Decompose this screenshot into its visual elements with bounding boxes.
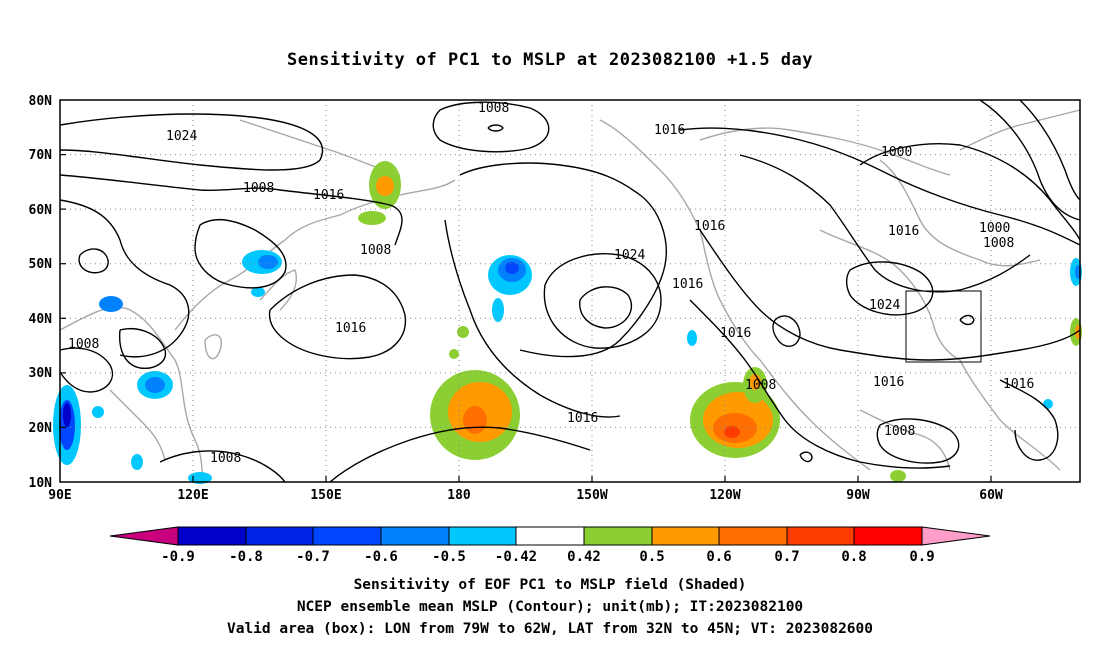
contour-label: 1016: [335, 321, 366, 336]
captions: Sensitivity of EOF PC1 to MSLP field (Sh…: [0, 574, 1100, 640]
lon-label: 120E: [177, 488, 208, 503]
grid-lines: [60, 100, 1080, 482]
lon-label: 150E: [310, 488, 341, 503]
colorbar-label: -0.5: [432, 549, 466, 565]
contour-label: 1016: [1003, 377, 1034, 392]
colorbar-segment: [853, 526, 923, 546]
contour-label: 1024: [166, 129, 197, 144]
colorbar-segment: [651, 526, 720, 546]
coastlines: [59, 109, 1081, 483]
colorbar-label: -0.9: [161, 549, 195, 565]
lat-label: 80N: [29, 94, 53, 109]
lat-label: 40N: [29, 312, 53, 327]
contour-label: 1008: [210, 451, 241, 466]
colorbar-label: 0.6: [706, 549, 731, 565]
colorbar-segment: [448, 526, 517, 546]
colorbar-segment: [312, 526, 382, 546]
lon-label: 60W: [979, 488, 1003, 503]
sensitivity-shading: [53, 161, 1082, 484]
lat-label: 10N: [29, 476, 53, 491]
contour-label: 1016: [567, 411, 598, 426]
colorbar-segment: [380, 526, 450, 546]
colorbar-segment: [786, 526, 855, 546]
latitude-labels: 80N 70N 60N 50N 40N 30N 20N 10N: [29, 94, 53, 491]
contour-label: 1016: [888, 224, 919, 239]
colorbar-label: -0.42: [495, 549, 537, 565]
contour-label: 1000: [881, 145, 912, 160]
contour-label: 1016: [672, 277, 703, 292]
lat-label: 30N: [29, 366, 53, 381]
colorbar-right-triangle: [921, 526, 991, 546]
colorbar-segment: [245, 526, 314, 546]
colorbar-label: -0.6: [364, 549, 398, 565]
colorbar-label: 0.9: [909, 549, 934, 565]
lon-label: 150W: [576, 488, 607, 503]
colorbar-label: 0.7: [774, 549, 799, 565]
contour-label: 1008: [884, 424, 915, 439]
colorbar: -0.9 -0.8 -0.7 -0.6 -0.5 -0.42 0.42 0.5 …: [109, 526, 991, 565]
colorbar-segment: [583, 526, 653, 546]
lon-label: 120W: [709, 488, 740, 503]
lon-label: 180: [447, 488, 471, 503]
lon-label: 90E: [48, 488, 71, 503]
contour-label: 1016: [694, 219, 725, 234]
lon-label: 90W: [846, 488, 870, 503]
lat-label: 70N: [29, 148, 53, 163]
caption-contour: NCEP ensemble mean MSLP (Contour); unit(…: [296, 599, 804, 615]
mslp-contours: [59, 99, 1081, 483]
contour-label: 1000: [979, 221, 1010, 236]
contour-label: 1008: [745, 378, 776, 393]
contour-labels: 1008 1024 1016 1008 1016 1008 1008 1016 …: [68, 101, 1034, 466]
colorbar-segment: [515, 526, 585, 546]
colorbar-segment: [718, 526, 788, 546]
colorbar-label: 0.5: [639, 549, 664, 565]
contour-label: 1008: [360, 243, 391, 258]
longitude-labels: 90E 120E 150E 180 150W 120W 90W 60W: [48, 488, 1003, 503]
axis-ticks: [60, 154, 992, 482]
valid-area-box: [905, 290, 982, 363]
contour-label: 1024: [614, 248, 645, 263]
contour-label: 1016: [720, 326, 751, 341]
lat-label: 60N: [29, 203, 53, 218]
contour-label: 1016: [654, 123, 685, 138]
contour-label: 1016: [313, 188, 344, 203]
contour-label: 1008: [478, 101, 509, 116]
caption-valid-area: Valid area (box): LON from 79W to 62W, L…: [226, 621, 873, 637]
contour-label: 1024: [869, 298, 900, 313]
contour-label: 1016: [873, 375, 904, 390]
lat-label: 50N: [29, 257, 53, 272]
contour-label: 1008: [983, 236, 1014, 251]
colorbar-label: 0.42: [567, 549, 601, 565]
contour-label: 1008: [68, 337, 99, 352]
colorbar-segment: [177, 526, 247, 546]
caption-shading: Sensitivity of EOF PC1 to MSLP field (Sh…: [353, 577, 747, 593]
contour-label: 1008: [243, 181, 274, 196]
plot-frame: [59, 99, 1081, 483]
colorbar-label: -0.8: [229, 549, 263, 565]
colorbar-label: -0.7: [296, 549, 330, 565]
colorbar-label: 0.8: [841, 549, 866, 565]
lat-label: 20N: [29, 421, 53, 436]
page-title: Sensitivity of PC1 to MSLP at 2023082100…: [286, 50, 813, 70]
colorbar-left-triangle: [109, 526, 179, 546]
